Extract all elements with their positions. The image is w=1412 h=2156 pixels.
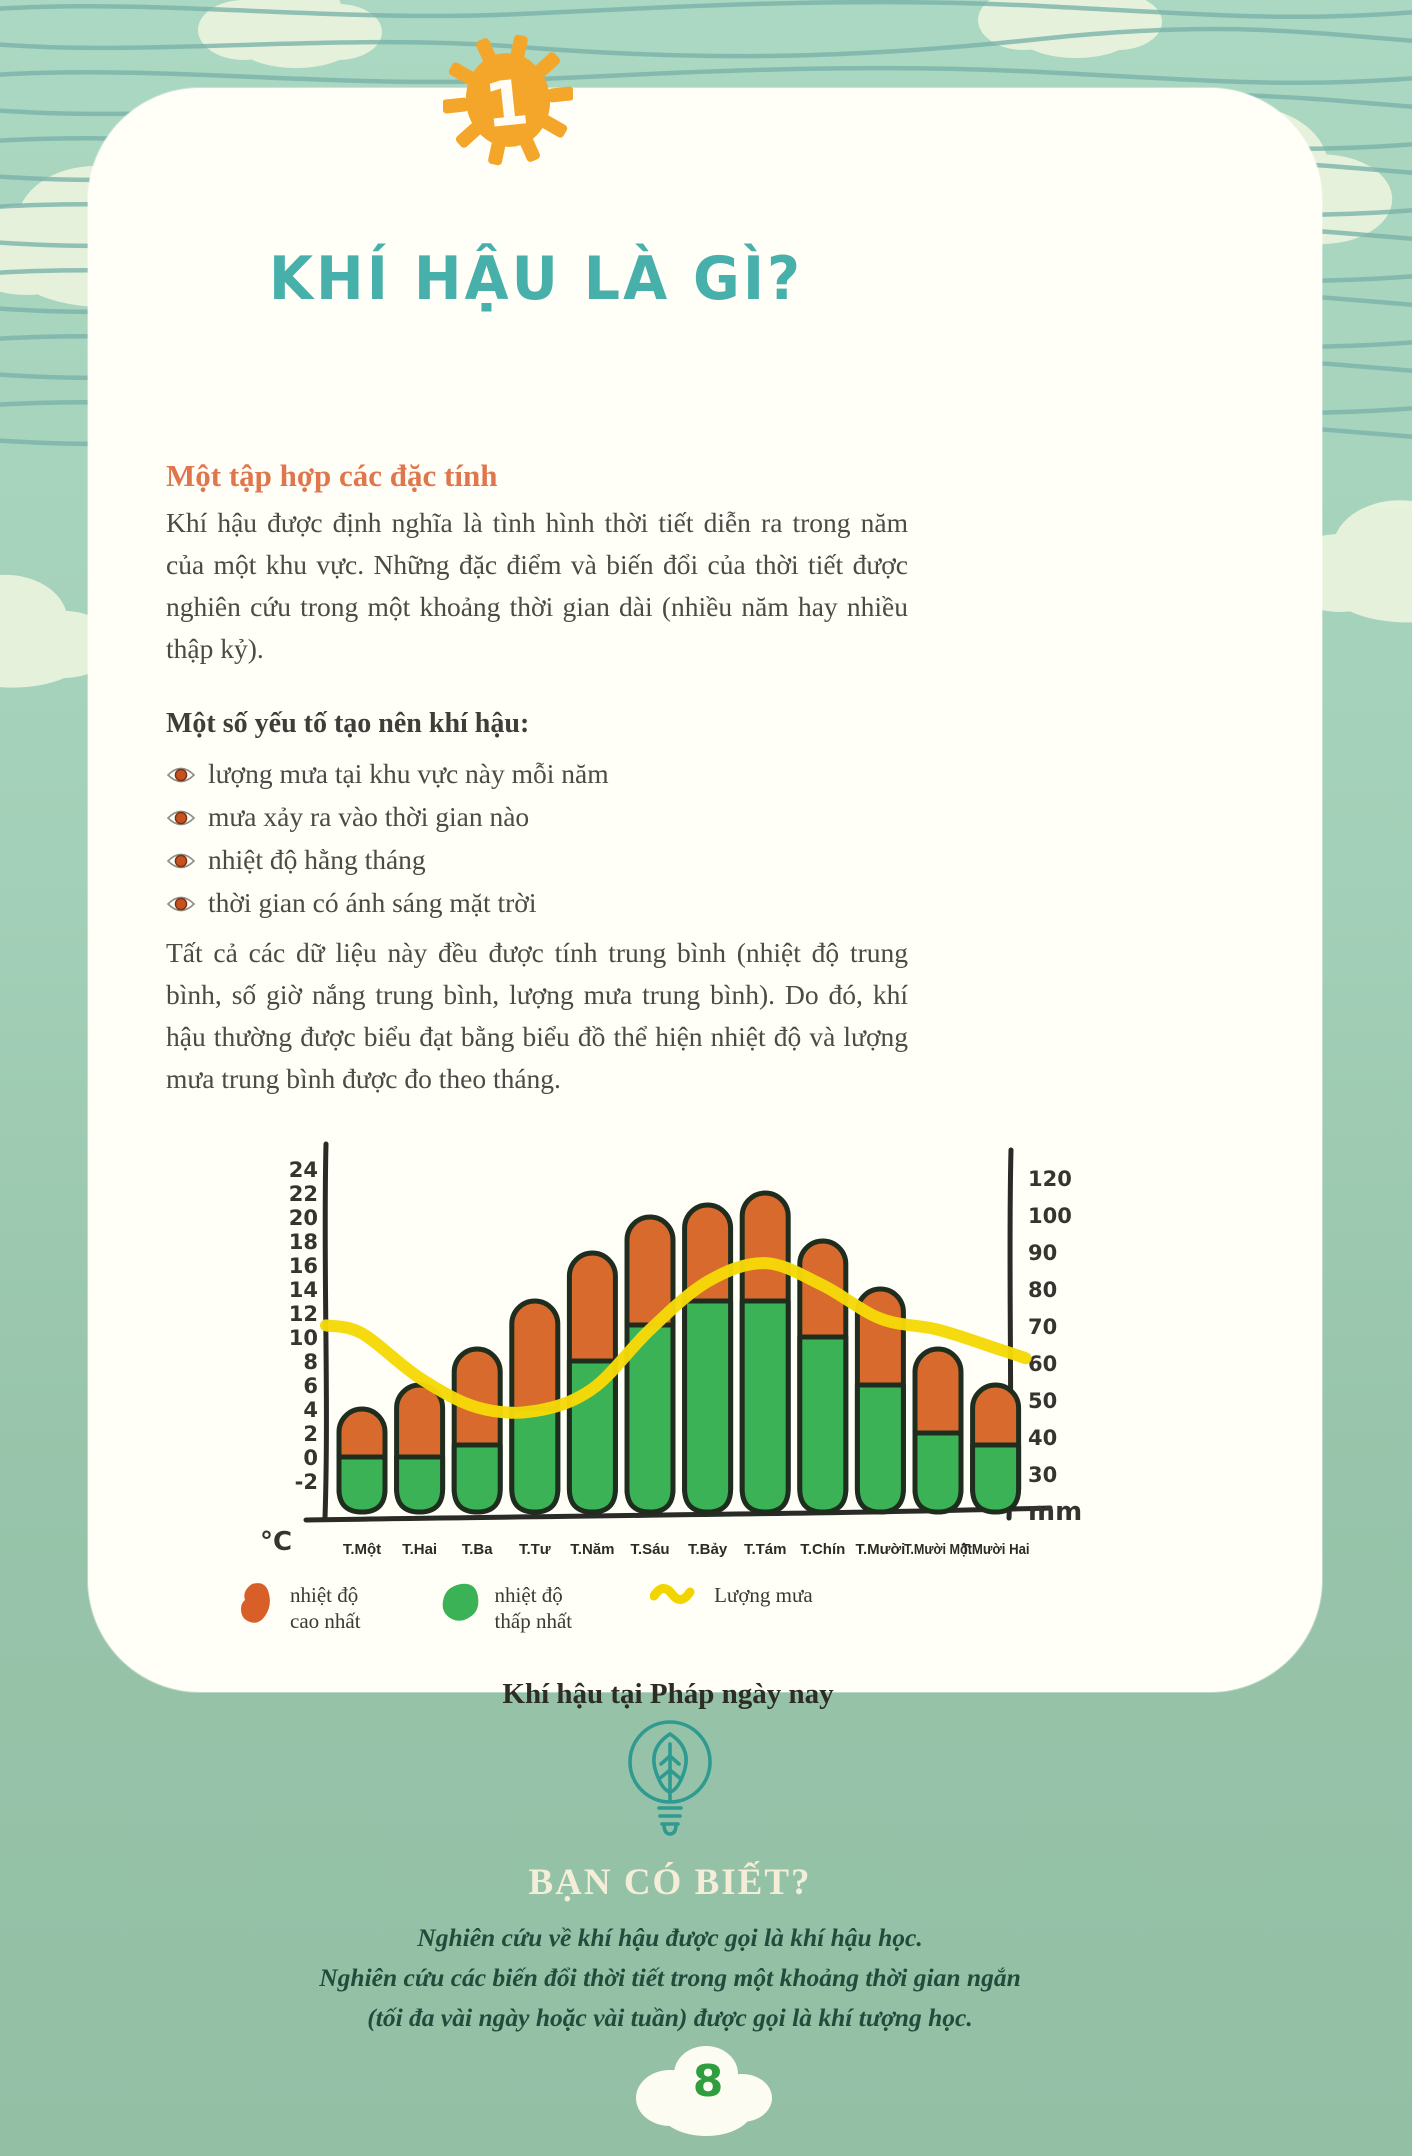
svg-text:4: 4 (303, 1398, 318, 1422)
svg-text:10: 10 (289, 1326, 318, 1350)
svg-text:mm: mm (1028, 1497, 1082, 1527)
svg-text:T.Mười: T.Mười (855, 1541, 905, 1558)
svg-text:T.Bảy: T.Bảy (688, 1541, 728, 1558)
content-card: KHÍ HẬU LÀ GÌ? Một tập hợp các đặc tính … (88, 88, 1322, 1710)
did-you-know-line: (tối đa vài ngày hoặc vài tuần) được gọi… (367, 2003, 973, 2032)
list-item: thời gian có ánh sáng mặt trời (166, 881, 908, 924)
svg-text:T.Mười Một: T.Mười Một (904, 1541, 972, 1558)
svg-text:90: 90 (1028, 1241, 1057, 1265)
svg-text:30: 30 (1028, 1463, 1057, 1487)
svg-text:0: 0 (303, 1446, 318, 1470)
sun-icon: 1 (442, 34, 574, 166)
svg-text:120: 120 (1028, 1167, 1072, 1191)
legend-label-line: nhiệt độ (290, 1583, 359, 1607)
did-you-know-section: BẠN CÓ BIẾT? Nghiên cứu về khí hậu được … (0, 1712, 1340, 2038)
bullet-text: lượng mưa tại khu vực này mỗi năm (208, 758, 609, 789)
green-blob-icon (442, 1583, 478, 1621)
paragraph-averages: Tất cả các dữ liệu này đều được tính tru… (166, 937, 908, 1094)
svg-text:T.Mười Hai: T.Mười Hai (962, 1541, 1030, 1558)
factors-list: lượng mưa tại khu vực này mỗi năm mưa xả… (166, 752, 908, 924)
legend-label-line: Lượng mưa (714, 1583, 813, 1607)
svg-text:T.Tám: T.Tám (744, 1541, 787, 1558)
did-you-know-line: Nghiên cứu về khí hậu được gọi là khí hậ… (417, 1923, 923, 1952)
legend-label-line: thấp nhất (494, 1609, 573, 1633)
legend-label-line: nhiệt độ (494, 1583, 563, 1607)
orange-blob-icon (241, 1583, 270, 1623)
page-number-cloud: 8 (618, 2032, 798, 2148)
legend-item-rain: Lượng mưa (650, 1580, 813, 1610)
list-item: lượng mưa tại khu vực này mỗi năm (166, 752, 908, 795)
svg-text:60: 60 (1028, 1352, 1057, 1376)
svg-text:70: 70 (1028, 1315, 1057, 1339)
sun-chapter-badge: 1 (442, 22, 574, 175)
svg-text:16: 16 (289, 1254, 318, 1278)
eye-bullet-icon (166, 896, 196, 911)
eye-bullet-icon (166, 810, 196, 825)
page-number: 8 (692, 2056, 724, 2107)
section-heading: Một tập hợp các đặc tính (166, 458, 498, 493)
list-item: nhiệt độ hằng tháng (166, 838, 908, 881)
list-item: mưa xảy ra vào thời gian nào (166, 795, 908, 838)
svg-text:40: 40 (1028, 1426, 1057, 1450)
svg-text:2: 2 (303, 1422, 318, 1446)
svg-text:18: 18 (289, 1230, 318, 1254)
svg-text:T.Tư: T.Tư (519, 1541, 551, 1558)
leaf-bulb-icon (628, 1720, 712, 1836)
legend-label: nhiệt độ cao nhất (290, 1580, 361, 1634)
chapter-number: 1 (481, 65, 532, 142)
svg-text:20: 20 (289, 1206, 318, 1230)
legend-label-line: cao nhất (290, 1609, 361, 1633)
bullet-text: mưa xảy ra vào thời gian nào (208, 801, 530, 832)
svg-text:T.Chín: T.Chín (800, 1541, 845, 1558)
legend-label: nhiệt độ thấp nhất (495, 1580, 573, 1634)
page-title: KHÍ HẬU LÀ GÌ? (268, 244, 804, 314)
svg-text:T.Ba: T.Ba (462, 1541, 494, 1558)
legend-label: Lượng mưa (714, 1580, 813, 1608)
did-you-know-heading: BẠN CÓ BIẾT? (528, 1862, 812, 1903)
yellow-squiggle-icon (650, 1584, 695, 1604)
climate-chart-svg: 242220181614121086420-2°C120100908070605… (260, 1141, 1082, 1558)
svg-text:14: 14 (289, 1278, 318, 1302)
legend-item-max-temp: nhiệt độ cao nhất (238, 1580, 361, 1634)
legend-item-min-temp: nhiệt độ thấp nhất (439, 1580, 573, 1634)
eye-bullet-icon (166, 853, 196, 868)
bullet-text: nhiệt độ hằng tháng (208, 844, 426, 875)
svg-text:°C: °C (260, 1527, 292, 1557)
svg-text:T.Hai: T.Hai (402, 1541, 437, 1558)
svg-text:8: 8 (303, 1350, 318, 1374)
bullet-text: thời gian có ánh sáng mặt trời (208, 887, 537, 918)
svg-text:12: 12 (289, 1302, 318, 1326)
svg-text:6: 6 (303, 1374, 318, 1398)
svg-text:T.Một: T.Một (343, 1541, 381, 1558)
eye-bullet-icon (166, 767, 196, 782)
did-you-know-line: Nghiên cứu các biến đổi thời tiết trong … (319, 1963, 1021, 1992)
svg-text:100: 100 (1028, 1204, 1072, 1228)
chart-legend: nhiệt độ cao nhất nhiệt độ thấp nhất Lượ… (238, 1580, 1138, 1634)
climate-chart: 24 22 20 18 16 14 12 10 8 6 4 2 0 -2 °C 120 100 90 80 70 60 5… (210, 1116, 1120, 1576)
svg-text:T.Năm: T.Năm (570, 1541, 614, 1558)
svg-text:80: 80 (1028, 1278, 1057, 1302)
cloud-icon (636, 2046, 772, 2136)
svg-text:24: 24 (289, 1158, 318, 1182)
svg-text:-2: -2 (295, 1470, 318, 1494)
svg-text:50: 50 (1028, 1389, 1057, 1413)
svg-text:22: 22 (289, 1182, 318, 1206)
factors-lead: Một số yếu tố tạo nên khí hậu: (166, 708, 530, 739)
did-you-know-text: Nghiên cứu về khí hậu được gọi là khí hậ… (0, 1918, 1340, 2038)
paragraph-definition: Khí hậu được định nghĩa là tình hình thờ… (166, 507, 908, 664)
chart-caption: Khí hậu tại Pháp ngày nay (502, 1678, 834, 1710)
svg-text:T.Sáu: T.Sáu (630, 1541, 669, 1558)
